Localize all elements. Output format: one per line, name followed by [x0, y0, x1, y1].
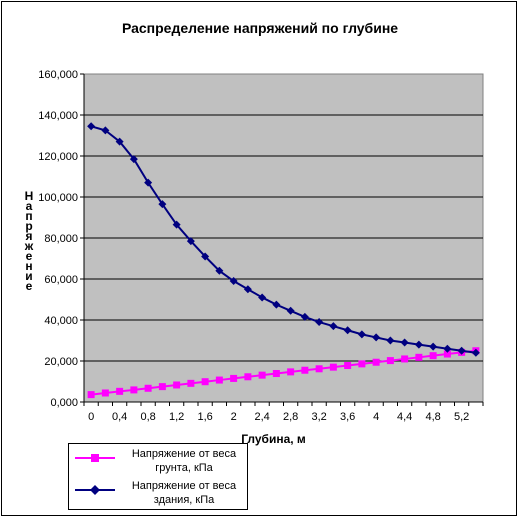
data-point-building [443, 344, 452, 353]
data-point-building [300, 312, 309, 321]
data-point-soil [173, 381, 181, 389]
x-tick-label: 3,2 [311, 411, 326, 423]
data-point-building [315, 318, 324, 327]
data-point-building [229, 277, 238, 286]
data-point-soil [201, 378, 209, 386]
y-tick-label: 100,000 [38, 192, 78, 204]
data-point-soil [443, 350, 451, 358]
x-tick-label: 4,8 [425, 411, 440, 423]
legend-swatch-soil [75, 454, 115, 462]
x-tick-label: 1,2 [169, 411, 184, 423]
data-point-building [158, 200, 167, 209]
data-point-soil [415, 353, 423, 361]
data-point-building [115, 137, 124, 146]
x-axis-title: Глубина, м [241, 432, 306, 446]
x-tick-label: 4 [373, 411, 379, 423]
data-point-soil [187, 379, 195, 387]
data-point-soil [116, 387, 124, 395]
x-tick-label: 2,4 [254, 411, 269, 423]
y-tick-label: 140,000 [38, 110, 78, 122]
data-point-building [357, 330, 366, 339]
legend-item-building: Напряжение от веса здания, кПа [69, 479, 249, 509]
x-tick-label: 0 [88, 411, 94, 423]
x-tick-label: 4,4 [397, 411, 412, 423]
data-point-soil [101, 389, 109, 397]
data-point-soil [144, 384, 152, 392]
data-point-soil [244, 373, 252, 381]
data-point-soil [358, 360, 366, 368]
data-point-building [144, 178, 153, 187]
data-point-soil [258, 371, 266, 379]
y-tick-label: 0,000 [50, 397, 78, 409]
data-point-soil [344, 362, 352, 370]
legend-item-soil: Напряжение от веса грунта, кПа [69, 447, 249, 477]
data-point-building [201, 252, 210, 261]
legend-label-soil: Напряжение от веса грунта, кПа [131, 448, 237, 474]
x-tick-label: 0,4 [112, 411, 127, 423]
data-point-soil [429, 352, 437, 360]
data-point-building [243, 285, 252, 294]
data-point-soil [230, 374, 238, 382]
data-point-building [215, 266, 224, 275]
x-tick-label: 2,8 [283, 411, 298, 423]
data-point-building [386, 336, 395, 345]
series-line-building [90, 125, 477, 354]
data-point-building [286, 306, 295, 315]
data-point-soil [315, 365, 323, 373]
data-point-soil [372, 358, 380, 366]
y-tick-label: 120,000 [38, 151, 78, 163]
x-tick-label: 1,6 [197, 411, 212, 423]
data-point-building [186, 237, 195, 246]
data-point-building [414, 340, 423, 349]
series-line-soil [91, 349, 476, 396]
x-tick-label: 5,2 [454, 411, 469, 423]
data-point-building [87, 122, 96, 131]
data-point-building [471, 348, 480, 357]
data-point-soil [158, 383, 166, 391]
data-point-building [101, 126, 110, 135]
y-tick-label: 40,000 [44, 315, 78, 327]
data-point-building [400, 338, 409, 347]
legend: Напряжение от веса грунта, кПа Напряжени… [68, 443, 248, 510]
data-point-soil [272, 370, 280, 378]
data-point-soil [301, 366, 309, 374]
data-point-soil [329, 363, 337, 371]
data-point-soil [287, 368, 295, 376]
y-tick-label: 20,000 [44, 356, 78, 368]
data-point-building [429, 342, 438, 351]
x-tick-label: 3,6 [340, 411, 355, 423]
data-point-building [258, 293, 267, 302]
data-point-soil [215, 376, 223, 384]
data-point-soil [386, 357, 394, 365]
data-point-soil [401, 355, 409, 363]
legend-label-building: Напряжение от веса здания, кПа [131, 480, 237, 506]
x-tick-label: 0,8 [140, 411, 155, 423]
chart-title: Распределение напряжений по глубине [121, 20, 399, 36]
data-point-soil [130, 386, 138, 394]
y-tick-label: 160,000 [38, 69, 78, 81]
data-point-building [343, 326, 352, 335]
x-tick-label: 2 [231, 411, 237, 423]
legend-swatch-building [75, 485, 115, 495]
data-point-building [172, 220, 181, 229]
data-point-building [457, 346, 466, 355]
data-point-soil [87, 391, 95, 399]
data-point-building [272, 300, 281, 309]
data-point-building [329, 322, 338, 331]
y-tick-label: 60,000 [44, 274, 78, 286]
y-tick-label: 80,000 [44, 233, 78, 245]
data-point-building [129, 155, 138, 164]
data-point-building [372, 333, 381, 342]
